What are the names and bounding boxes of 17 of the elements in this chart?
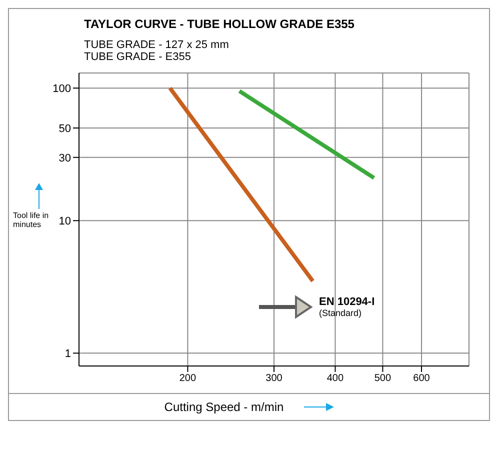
x-tick-label: 300 xyxy=(266,373,283,384)
x-tick-label: 400 xyxy=(326,373,344,384)
y-tick-label: 1 xyxy=(64,348,71,360)
chart-subtitle: TUBE GRADE - 127 x 25 mm xyxy=(83,38,230,51)
y-tick-label: 10 xyxy=(58,216,71,228)
y-tick-label: 30 xyxy=(58,152,71,164)
x-tick-label: 200 xyxy=(179,373,196,384)
y-axis-title: Tool life in minutes xyxy=(13,211,49,229)
annotation: (Standard) xyxy=(319,308,363,318)
chart-title: TAYLOR CURVE - TUBE HOLLOW GRADE E355 xyxy=(83,16,356,31)
text: TUBE GRADE - E355 xyxy=(83,51,192,63)
x-tick-label: 500 xyxy=(374,373,392,384)
y-tick-label: 50 xyxy=(58,122,71,135)
annotation: EN 10294-I xyxy=(319,296,375,308)
x-tick-label: 600 xyxy=(413,373,430,384)
y-tick-label: 100 xyxy=(52,83,71,96)
x-axis-title: Cutting Speed - m/min xyxy=(9,393,489,420)
